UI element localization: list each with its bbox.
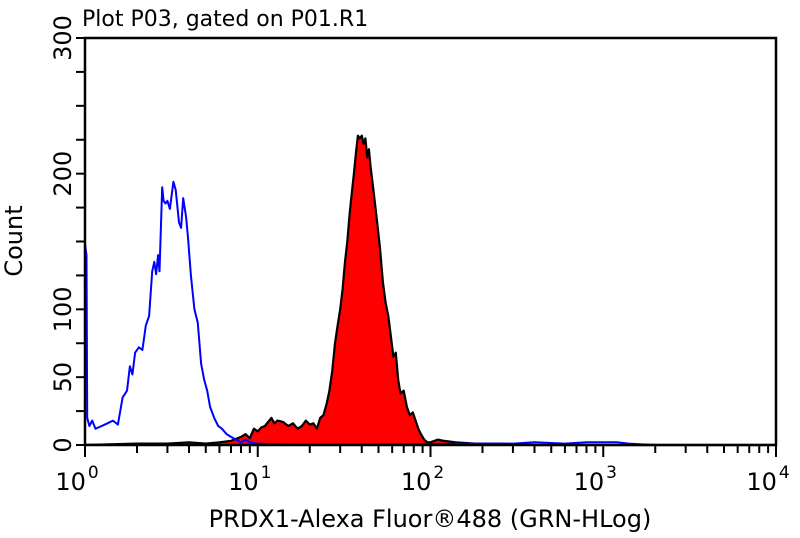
y-tick-label: 0 [49, 437, 77, 452]
y-tick-label: 300 [49, 15, 77, 61]
x-tick-label: 10 3 [574, 463, 617, 496]
stained-series-outline [84, 134, 776, 447]
x-tick-label: 10 2 [401, 463, 444, 496]
y-tick-label: 200 [49, 151, 77, 197]
x-tick-label: 10 1 [228, 463, 271, 496]
x-tick-label: 10 0 [55, 463, 98, 496]
chart-title: Plot P03, gated on P01.R1 [82, 7, 368, 32]
x-axis-label: PRDX1-Alexa Fluor®488 (GRN-HLog) [209, 505, 652, 533]
x-tick-label: 10 4 [746, 463, 789, 496]
x-axis: 10 0 10 1 10 2 10 3 10 4 [55, 445, 790, 496]
stained-series-area [85, 135, 776, 445]
control-series-line [84, 180, 776, 446]
y-axis-label: Count [0, 205, 28, 276]
y-tick-label: 100 [49, 286, 77, 332]
y-axis: 0 50 100 200 300 [49, 15, 85, 453]
plot-area [84, 134, 776, 447]
y-tick-label: 50 [49, 362, 77, 393]
